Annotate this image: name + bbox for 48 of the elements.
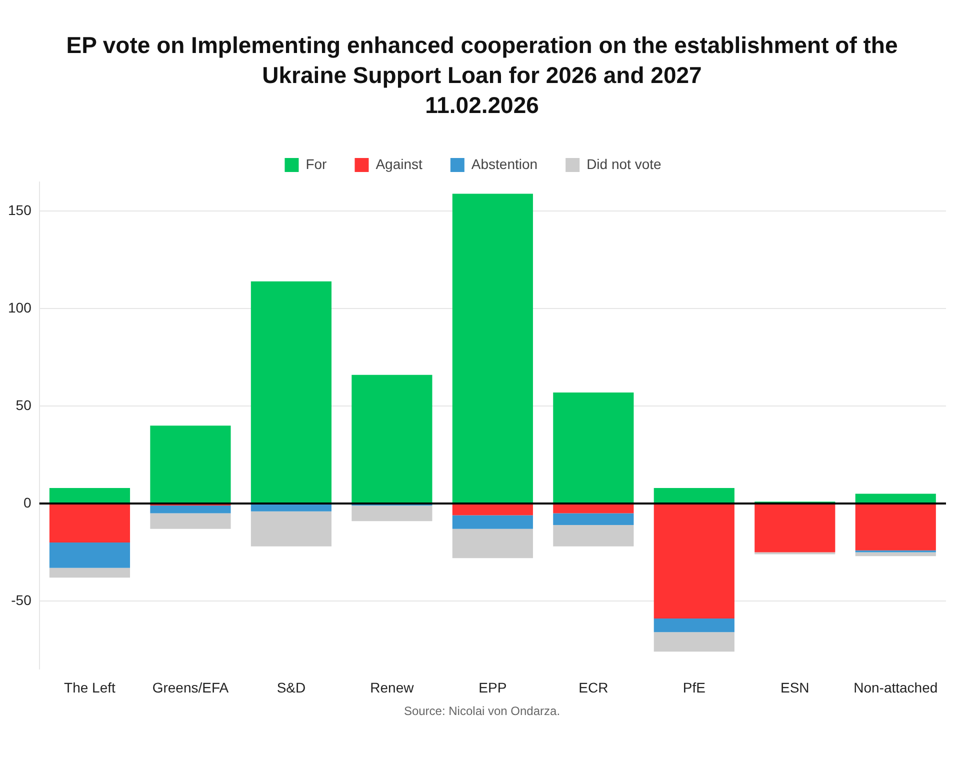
y-tick-label: 0 [24,494,32,510]
bar [855,552,936,556]
bar [352,506,432,522]
bar [452,528,533,558]
bar [250,281,332,504]
y-tick-label: -50 [11,592,32,608]
y-tick-label: 100 [8,300,32,316]
x-tick-label: ESN [780,679,810,696]
legend-label: Against [376,156,423,172]
bar [49,542,130,568]
x-tick-label: S&D [276,679,306,696]
bar [654,632,734,652]
y-tick-label: 150 [8,202,32,218]
bar [855,504,936,550]
bar [654,504,734,619]
bar [754,504,836,552]
bar [49,488,130,504]
bar [553,504,634,514]
chart-title: EP vote on Implementing enhanced cooperation on the establishment of the Ukraine Support Loan for 2026 and 2027 11.02.2026 [65,31,899,120]
bar [150,426,231,504]
bar [352,374,432,504]
bar [49,504,130,543]
legend-label: Did not vote [586,156,662,172]
bar [150,513,231,529]
x-tick-label: Renew [370,679,415,696]
x-tick-label: EPP [478,679,507,696]
y-tick-label: 50 [16,396,32,413]
bar [654,488,734,504]
bar [452,515,533,529]
x-tick-label: Greens/EFA [152,679,230,696]
bar [150,506,231,514]
bar [452,194,533,504]
source-note: Source: Nicolai von Ondarza. [402,704,562,718]
bar [553,513,634,525]
bar [250,504,332,512]
x-tick-label: Non-attached [854,679,938,696]
bar [553,524,634,546]
bar [654,618,734,632]
bar [49,568,130,578]
legend-label: Abstention [471,156,538,172]
x-tick-label: The Left [64,679,116,696]
bar [250,511,332,546]
bar [452,504,533,516]
bar [553,392,634,504]
x-tick-label: PfE [682,679,706,696]
x-tick-label: ECR [578,679,608,696]
bar [855,494,936,504]
legend-label: For [306,156,328,172]
